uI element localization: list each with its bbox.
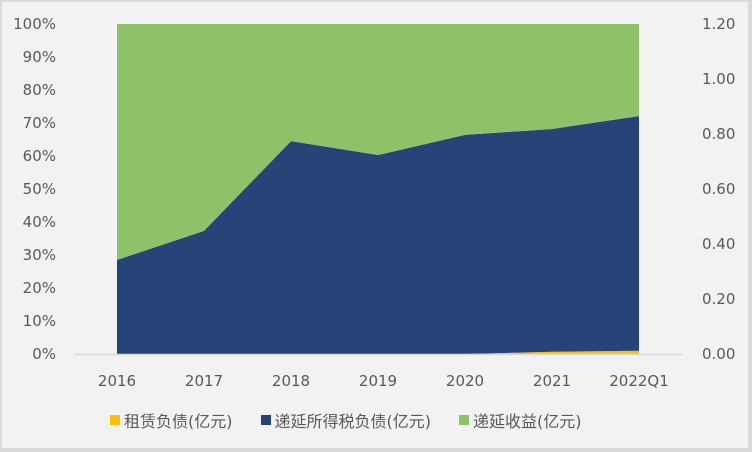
left-axis-tick: 80% [23, 81, 56, 99]
left-axis-tick: 50% [23, 180, 56, 198]
area-series-0 [117, 350, 639, 354]
legend-label: 递延收益(亿元) [473, 412, 582, 431]
legend-swatch-icon [110, 415, 120, 425]
left-axis-tick: 10% [23, 312, 56, 330]
left-axis: 0% 10% 20% 30% 40% 50% 60% 70% 80% 90% 100% [13, 15, 56, 363]
x-axis-tick: 2022Q1 [609, 372, 669, 390]
right-axis-tick: 0.00 [702, 345, 735, 363]
legend: 租赁负债(亿元) 递延所得税负债(亿元) 递延收益(亿元) [110, 408, 582, 432]
left-axis-tick: 40% [23, 213, 56, 231]
legend-label: 租赁负债(亿元) [124, 412, 233, 431]
legend-label: 递延所得税负债(亿元) [274, 412, 432, 431]
x-axis: 2016 2017 2018 2019 2020 2021 2022Q1 [98, 372, 669, 390]
left-axis-tick: 100% [13, 15, 56, 33]
right-axis-tick: 0.60 [702, 180, 735, 198]
legend-item-deferred-tax-liabilities[interactable]: 递延所得税负债(亿元) [260, 408, 432, 432]
legend-swatch-icon [459, 415, 469, 425]
x-axis-tick: 2021 [533, 372, 571, 390]
right-axis-tick: 1.20 [702, 15, 735, 33]
left-axis-tick: 20% [23, 279, 56, 297]
x-axis-tick: 2019 [359, 372, 397, 390]
left-axis-tick: 30% [23, 246, 56, 264]
legend-item-lease-liabilities[interactable]: 租赁负债(亿元) [110, 408, 233, 432]
x-axis-tick: 2016 [98, 372, 136, 390]
right-axis-tick: 0.40 [702, 235, 735, 253]
left-axis-tick: 0% [32, 345, 56, 363]
left-axis-tick: 60% [23, 147, 56, 165]
left-axis-tick: 90% [23, 48, 56, 66]
x-axis-tick: 2017 [185, 372, 223, 390]
plot-area [117, 24, 639, 354]
x-axis-tick: 2018 [272, 372, 310, 390]
legend-swatch-icon [260, 415, 271, 425]
legend-item-deferred-income[interactable]: 递延收益(亿元) [459, 408, 582, 432]
area-series-1 [117, 116, 639, 354]
right-axis-tick: 0.80 [702, 125, 735, 143]
right-axis: 0.00 0.20 0.40 0.60 0.80 1.00 1.20 [702, 15, 735, 363]
x-axis-tick: 2020 [446, 372, 484, 390]
right-axis-tick: 1.00 [702, 70, 735, 88]
right-axis-tick: 0.20 [702, 290, 735, 308]
area-series-2 [117, 24, 639, 260]
left-axis-tick: 70% [23, 114, 56, 132]
